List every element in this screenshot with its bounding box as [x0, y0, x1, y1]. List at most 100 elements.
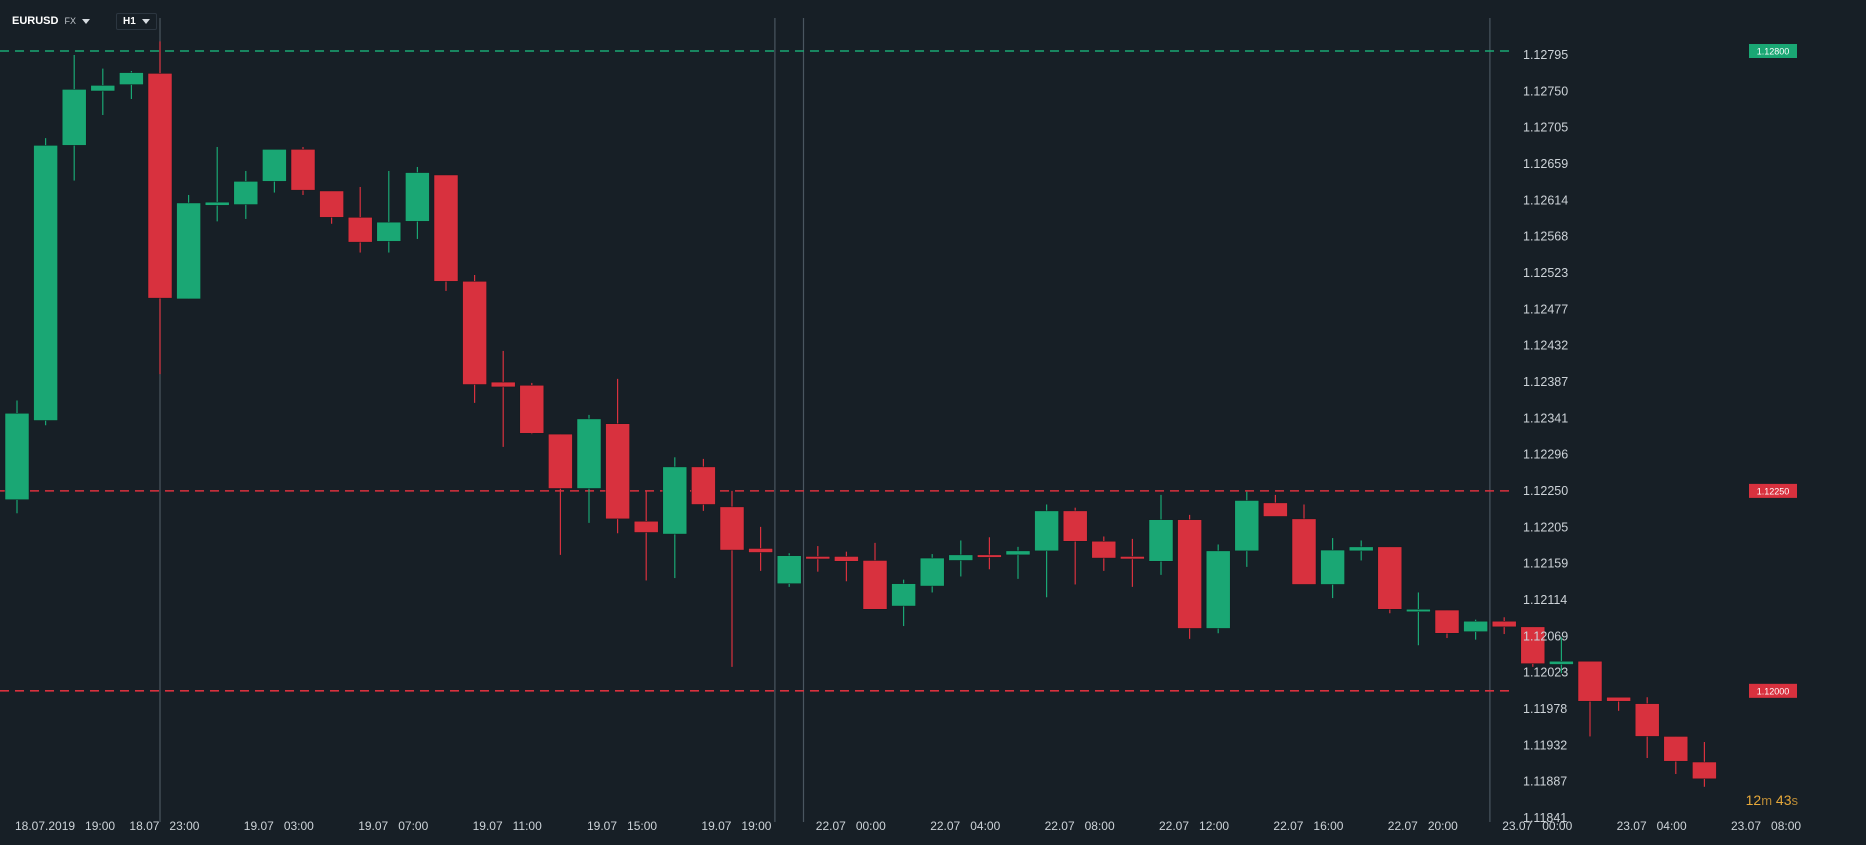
candle-body[interactable]	[147, 73, 173, 299]
x-axis-tick-label: 22.07 20:00	[1388, 819, 1458, 833]
candle-body[interactable]	[1034, 510, 1059, 552]
candle-body[interactable]	[1606, 696, 1631, 702]
x-axis-tick-label: 22.07 16:00	[1273, 819, 1343, 833]
candle-body[interactable]	[1320, 549, 1345, 585]
candle-body[interactable]	[1205, 550, 1231, 629]
candle-body[interactable]	[919, 557, 945, 587]
x-axis-tick-label: 19.07 03:00	[244, 819, 314, 833]
y-axis-tick-label: 1.12568	[1523, 230, 1568, 244]
y-axis-tick-label: 1.11841	[1523, 811, 1567, 825]
y-axis-tick-label: 1.11932	[1523, 738, 1567, 752]
y-axis-tick-label: 1.12795	[1523, 48, 1568, 62]
candle-body[interactable]	[576, 418, 602, 489]
candle-body[interactable]	[1577, 660, 1603, 702]
candle-body[interactable]	[691, 466, 716, 505]
candle-body[interactable]	[347, 217, 373, 243]
candle-body[interactable]	[433, 174, 459, 282]
candle-body[interactable]	[1549, 660, 1574, 665]
candle-body[interactable]	[1263, 502, 1288, 517]
candle-body[interactable]	[1291, 518, 1317, 585]
price-level-label: 1.12800	[1757, 47, 1790, 57]
candle-body[interactable]	[119, 72, 144, 85]
candle-body[interactable]	[862, 560, 888, 610]
price-level-label: 1.12250	[1757, 486, 1790, 496]
candle-body[interactable]	[1434, 609, 1460, 634]
candle-body[interactable]	[462, 281, 487, 385]
candle-body[interactable]	[1091, 541, 1117, 559]
candle-body[interactable]	[519, 385, 545, 434]
y-axis-tick-label: 1.12023	[1523, 666, 1568, 680]
chevron-down-icon	[81, 18, 90, 24]
asset-class-label: FX	[64, 16, 76, 26]
candle-body[interactable]	[1234, 500, 1260, 552]
candle-body[interactable]	[262, 149, 287, 182]
candle-body[interactable]	[748, 548, 773, 553]
candle-body[interactable]	[1520, 626, 1546, 664]
candle-body[interactable]	[719, 506, 745, 551]
candle-body[interactable]	[633, 521, 659, 533]
candle-body[interactable]	[233, 181, 259, 205]
candle-body[interactable]	[176, 202, 201, 300]
candle-body[interactable]	[1148, 519, 1174, 562]
candle-body[interactable]	[1463, 621, 1488, 632]
symbol-name: EURUSD	[12, 15, 59, 27]
x-axis-tick-label: 19.07 19:00	[701, 819, 771, 833]
timeframe-selector[interactable]: H1	[115, 12, 157, 30]
candle-body[interactable]	[1177, 519, 1202, 629]
candle-body[interactable]	[1377, 546, 1403, 610]
candle-body[interactable]	[548, 433, 573, 489]
candle-body[interactable]	[90, 85, 116, 92]
candle-body[interactable]	[61, 89, 87, 146]
candle-body[interactable]	[1348, 546, 1374, 552]
candle-body[interactable]	[33, 145, 58, 421]
candle-body[interactable]	[776, 555, 802, 584]
candle-body[interactable]	[1634, 703, 1660, 737]
candle-body[interactable]	[4, 413, 30, 500]
candle-body[interactable]	[490, 381, 516, 388]
y-axis-tick-label: 1.12523	[1523, 266, 1568, 280]
candle-body[interactable]	[1406, 609, 1431, 613]
y-axis-tick-label: 1.12659	[1523, 157, 1568, 171]
candle-body[interactable]	[1005, 550, 1031, 556]
candle-body[interactable]	[948, 554, 974, 561]
candle-body[interactable]	[1692, 761, 1717, 780]
candle-body[interactable]	[290, 149, 316, 191]
countdown-minutes-unit: m	[1761, 793, 1773, 808]
candle-body[interactable]	[805, 556, 831, 560]
x-axis-tick-label: 22.07 12:00	[1159, 819, 1229, 833]
y-axis-tick-label: 1.11887	[1523, 775, 1567, 789]
price-level-tag	[1749, 44, 1797, 59]
x-axis-tick-label: 18.07.2019 19:00	[15, 819, 115, 833]
y-axis-tick-label: 1.12296	[1523, 448, 1568, 462]
y-axis-tick-label: 1.12341	[1523, 411, 1568, 425]
x-axis-tick-label: 18.07 23:00	[129, 819, 199, 833]
candle-body[interactable]	[1062, 510, 1088, 542]
symbol-selector[interactable]: EURUSD FX	[6, 13, 96, 29]
chevron-down-icon	[141, 18, 150, 24]
candle-body[interactable]	[405, 172, 430, 222]
candle-body[interactable]	[319, 190, 344, 218]
x-axis-tick-label: 23.07 04:00	[1617, 819, 1687, 833]
x-axis-tick-label: 19.07 11:00	[473, 819, 542, 833]
candle-countdown: 12m 43s	[1746, 792, 1798, 808]
y-axis-tick-label: 1.12159	[1523, 557, 1568, 571]
candle-body[interactable]	[1120, 556, 1145, 560]
candle-body[interactable]	[376, 221, 402, 242]
y-axis-tick-label: 1.12069	[1523, 629, 1568, 643]
y-axis-tick-label: 1.12477	[1523, 302, 1568, 316]
price-level-label: 1.12000	[1757, 686, 1790, 696]
candle-body[interactable]	[605, 423, 630, 520]
candle-body[interactable]	[1663, 736, 1689, 762]
x-axis-tick-label: 22.07 00:00	[816, 819, 886, 833]
price-level-tag	[1749, 683, 1797, 698]
candle-body[interactable]	[1491, 621, 1517, 628]
candle-body[interactable]	[977, 554, 1002, 558]
candle-body[interactable]	[834, 556, 859, 562]
candle-body[interactable]	[891, 583, 916, 607]
timeframe-label: H1	[122, 15, 136, 27]
candle-body[interactable]	[204, 201, 230, 206]
candle-body[interactable]	[662, 466, 688, 535]
countdown-seconds: 43	[1775, 792, 1792, 808]
